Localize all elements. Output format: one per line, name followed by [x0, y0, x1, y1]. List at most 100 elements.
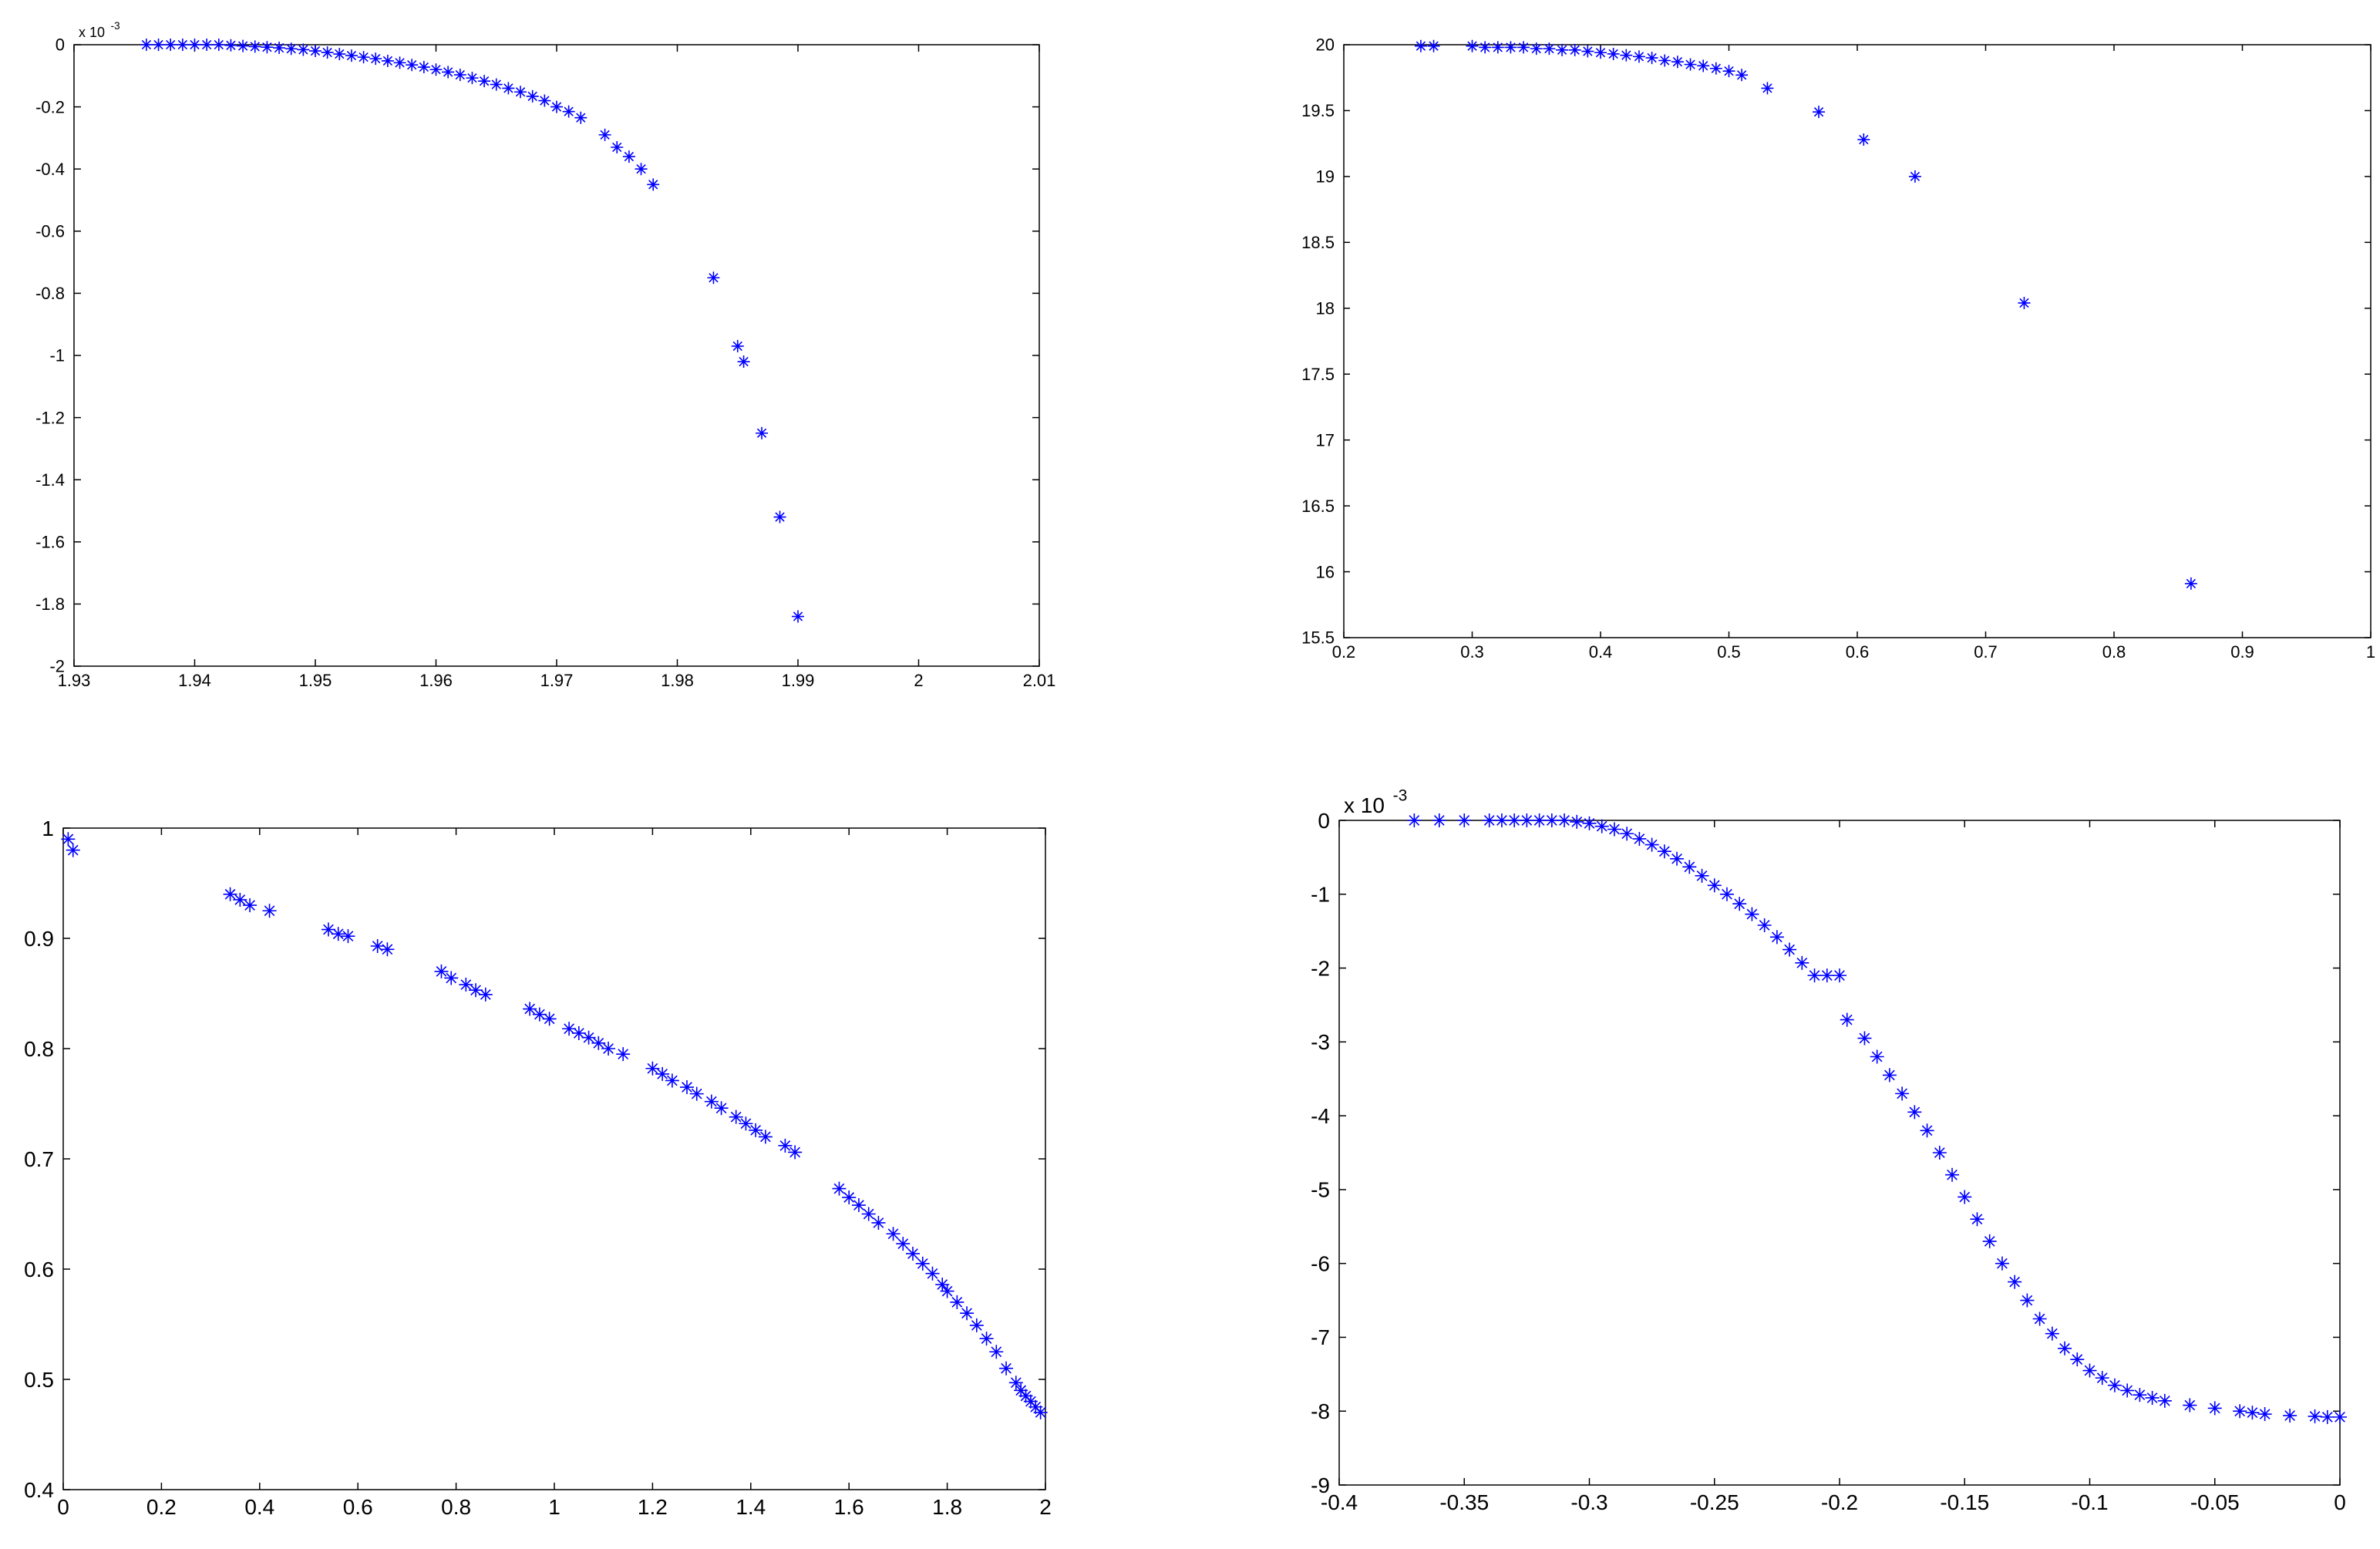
data-point-marker [345, 49, 358, 62]
data-point [1457, 813, 1472, 827]
data-point-marker [233, 892, 247, 907]
data-point-marker [2133, 1388, 2147, 1403]
data-point [915, 1256, 930, 1271]
data-point [758, 1130, 773, 1144]
data-point-marker [1594, 46, 1607, 59]
data-point [2045, 1326, 2059, 1341]
data-point [1479, 41, 1492, 54]
data-point [571, 1025, 586, 1040]
data-point-marker [1782, 942, 1797, 957]
data-point [871, 1215, 886, 1230]
data-point [1735, 69, 1749, 82]
chart-4: -0.4 -0.35 -0.3 -0.25 -0.2 -0.15 -0.1 -0.05 0 0 -1… [1311, 787, 2347, 1514]
axis-exponent-label: x 10 [79, 25, 105, 40]
data-point-marker [1761, 82, 1774, 95]
data-point-marker [915, 1256, 930, 1271]
data-point-marker [571, 1025, 586, 1040]
data-point [2120, 1383, 2135, 1398]
data-point [200, 39, 214, 51]
data-point [679, 1080, 694, 1095]
data-point [297, 43, 310, 56]
data-point [1028, 1399, 1043, 1414]
y-tick-label: -3 [1311, 1030, 1330, 1054]
x-tick-label: 1 [2366, 642, 2375, 662]
data-point-marker [1895, 1086, 1910, 1101]
data-point-marker [1671, 56, 1684, 69]
data-point-marker [1607, 47, 1620, 60]
y-tick-label: -2 [49, 657, 65, 676]
data-point-marker [61, 832, 76, 847]
data-point [842, 1190, 857, 1205]
data-point [284, 42, 298, 56]
data-point [562, 105, 575, 118]
data-point-marker [2070, 1352, 2085, 1367]
data-point [514, 86, 527, 99]
y-tick-label: -8 [1311, 1399, 1330, 1423]
data-point-marker [1709, 62, 1722, 75]
data-point [1719, 887, 1734, 901]
data-point [1008, 1376, 1023, 1390]
data-point-marker [1620, 49, 1633, 62]
data-point [756, 426, 769, 439]
data-point [979, 1332, 994, 1346]
data-point-marker [176, 39, 189, 51]
data-point [1414, 39, 1427, 52]
data-point [1682, 860, 1697, 874]
data-point-marker [2184, 577, 2197, 590]
data-point [309, 45, 321, 58]
data-point [562, 1022, 577, 1036]
data-point-marker [393, 56, 406, 69]
data-point-marker [906, 1246, 921, 1261]
data-point-marker [1697, 59, 1710, 72]
data-point [1882, 1068, 1897, 1083]
data-point-marker [331, 927, 345, 941]
data-point-marker [2120, 1383, 2135, 1398]
data-point-marker [1432, 813, 1446, 827]
data-point [1517, 41, 1530, 54]
data-point [345, 49, 358, 62]
data-point [2183, 1398, 2197, 1413]
data-point [469, 983, 483, 998]
data-point [152, 39, 165, 51]
data-point-marker [2233, 1404, 2247, 1419]
data-point [950, 1295, 964, 1309]
axis-exponent-power: -3 [111, 20, 120, 32]
x-tick-label: 1.2 [638, 1495, 668, 1519]
data-point-marker [453, 69, 466, 82]
data-point-marker [729, 1110, 743, 1124]
data-point [466, 72, 479, 85]
data-point [357, 51, 370, 64]
x-tick-label: 1.6 [834, 1495, 864, 1519]
data-point [237, 39, 250, 52]
y-tick-label: 1 [42, 817, 54, 840]
data-point [1427, 39, 1440, 52]
data-point-marker [2207, 1401, 2222, 1416]
data-point-marker [2257, 1407, 2272, 1422]
y-tick-label: -0.4 [35, 160, 65, 179]
data-point [832, 1181, 847, 1196]
x-tick-label: 1.98 [661, 671, 694, 690]
data-point-marker [679, 1080, 694, 1095]
data-point [1795, 955, 1809, 970]
data-point-marker [792, 610, 804, 623]
x-tick-label: 0.4 [244, 1495, 274, 1519]
data-point [1908, 170, 1921, 183]
data-point-marker [1833, 968, 1846, 983]
x-tick-label: -0.1 [2071, 1490, 2108, 1514]
data-point-marker [1407, 813, 1422, 827]
data-point [1620, 49, 1633, 62]
data-point [331, 927, 345, 941]
data-point [1607, 822, 1621, 837]
y-tick-label: -4 [1311, 1104, 1330, 1128]
data-point [478, 75, 491, 88]
data-point [1945, 1167, 1960, 1182]
data-point-marker [665, 1073, 679, 1088]
data-point-marker [1932, 1146, 1947, 1160]
data-point [1645, 52, 1658, 65]
data-point-marker [1857, 133, 1870, 146]
data-point-marker [321, 922, 335, 937]
data-point [2320, 1409, 2335, 1424]
data-point-marker [1745, 907, 1759, 921]
data-point-marker [707, 271, 720, 285]
